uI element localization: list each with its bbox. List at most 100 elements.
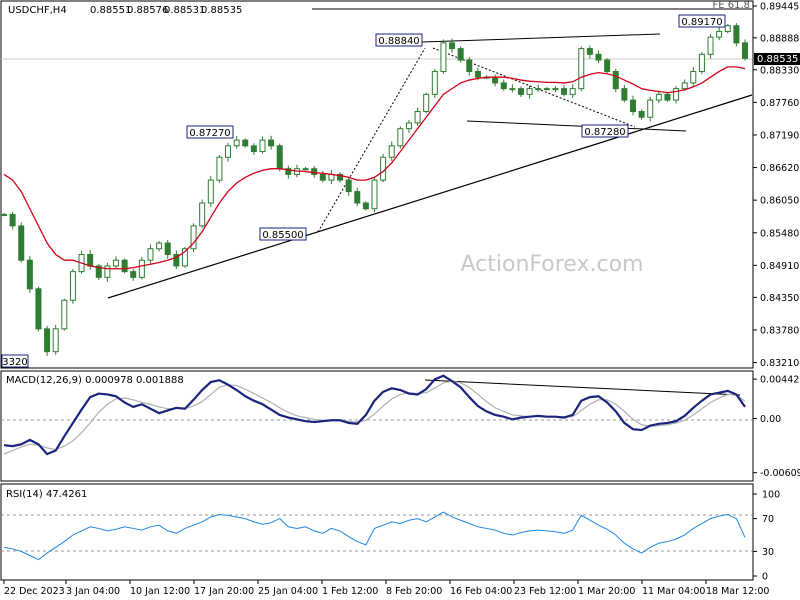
candle-body [52,328,59,353]
annotation-box [678,14,726,28]
candle-body [44,328,51,353]
candle-body [337,173,344,181]
candle-body [276,145,283,170]
price-tick-label: 0.87190 [760,130,799,141]
candle-body [156,242,163,250]
candle-body [440,42,447,72]
rsi-tick-label: 0 [762,572,768,583]
candle-body [1,213,7,216]
annotation-box [1,354,29,368]
macd-tick-label: 0.00 [760,414,781,425]
x-tick-label: 8 Feb 20:00 [386,586,442,597]
annotation-box [259,227,307,241]
x-tick-label: 16 Feb 04:00 [450,586,512,597]
x-tick-label: 1 Mar 20:00 [578,586,635,597]
candle-body [449,42,456,50]
candle-body [250,145,257,153]
candle-body [61,299,68,330]
candle-body [681,82,688,90]
dotted-rise-line [317,47,426,233]
rsi-line [3,511,746,561]
candle-body [130,271,137,278]
candle-body [233,139,240,147]
symbol-label: USDCHF,H4 [8,5,67,16]
candle-body [225,145,232,158]
macd-signal-line [3,380,746,455]
rsi-label: RSI(14) 47.4261 [6,489,87,500]
candle-body [69,271,76,301]
candle-body [104,265,111,278]
lower-channel-line [466,120,687,132]
price-annotations: 0.88840 0.89170 0.87270 0.85500 0.87280 3320 [1,14,726,368]
annotation-label: 0.87270 [189,128,230,139]
candle-body [629,99,636,113]
price-tick-label: 0.84350 [760,293,799,304]
x-tick-label: 1 Feb 12:00 [322,586,378,597]
x-tick-label: 17 Jan 20:00 [194,586,254,597]
candle-body [207,179,214,204]
price-tick-label: 0.83210 [760,358,799,369]
annotation-box [375,33,423,47]
candle-body [311,168,318,175]
candle-body [552,88,559,91]
x-tick-label: 11 Mar 04:00 [642,586,705,597]
low-value: 0.88531 [164,5,205,16]
candle-body [733,25,740,44]
price-tick-label: 0.83780 [760,325,799,336]
price-panel-frame [0,0,754,369]
candle-body [35,288,42,330]
candle-body [638,111,645,118]
price-tick-label: 0.89445 [760,2,799,13]
candle-body [664,93,671,101]
price-axis: 0.89445 0.88888 0.88330 0.87760 0.87190 0.866… [753,2,799,369]
candle-body [509,88,516,91]
candle-body [121,259,128,273]
current-price-label: 0.88535 [757,54,798,65]
candle-body [199,202,206,227]
candle-body [517,88,524,95]
annotation-label: 0.89170 [681,17,722,28]
rsi-tick-label: 70 [762,514,774,525]
candle-body [535,88,542,91]
upper-channel-line [421,33,661,43]
x-tick-label: 18 Mar 12:00 [706,586,769,597]
candle-body [474,70,481,78]
rsi-tick-label: 30 [762,547,774,558]
candle-body [578,48,585,90]
close-value: 0.88535 [201,5,242,16]
candle-body [724,25,731,32]
trendlines [107,33,753,396]
candle-body [431,70,438,95]
macd-main-line [3,374,746,456]
candle-body [138,259,145,278]
high-value: 0.88576 [127,5,168,16]
x-tick-label: 3 Jan 04:00 [66,586,120,597]
candle-body [569,88,576,95]
x-tick-label: 23 Feb 12:00 [514,586,576,597]
candle-body [655,93,662,101]
candle-body [673,88,680,101]
price-tick-label: 0.87760 [760,98,799,109]
candle-body [621,88,628,101]
price-tick-label: 0.86050 [760,196,799,207]
candle-body [595,53,602,61]
price-tick-label: 0.84910 [760,261,799,272]
annotation-label: 0.87280 [584,127,625,138]
x-tick-label: 22 Dec 2023 [4,586,65,597]
candle-body [319,173,326,181]
price-tick-label: 0.88888 [760,33,799,44]
candle-body [500,82,507,90]
candle-body [26,259,33,290]
x-tick-label: 10 Jan 12:00 [130,586,190,597]
price-tick-label: 0.86620 [760,163,799,174]
candle-body [190,225,197,250]
annotation-label: 3320 [2,357,27,368]
macd-panel-frame [0,370,754,482]
watermark: ActionForex.com [461,252,644,277]
macd-axis: 0.004425 0.00 -0.006092 [753,375,800,479]
candle-body [181,248,188,267]
candle-body [302,168,309,171]
rsi-axis: 100 70 30 0 [753,490,780,583]
candle-body [18,225,25,261]
